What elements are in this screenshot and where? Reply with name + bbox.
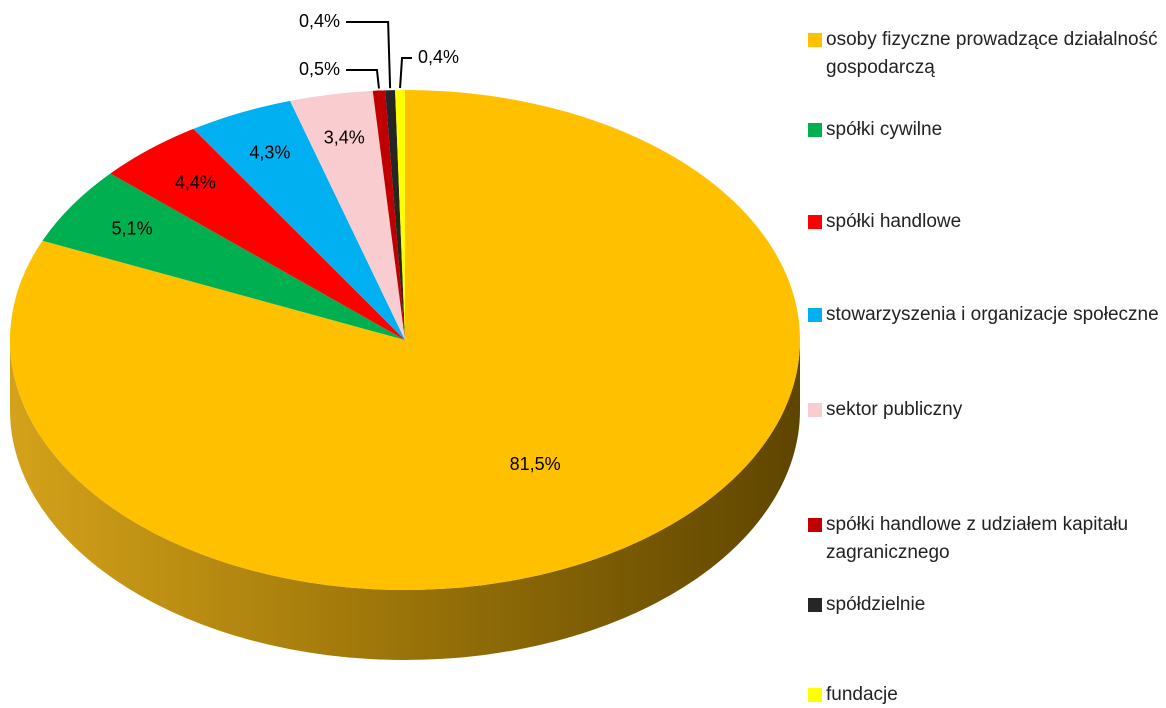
pie-side (10, 340, 800, 660)
pie-slice (290, 90, 405, 340)
leader-line (346, 21, 392, 89)
legend-item: spółki cywilne (808, 116, 1164, 144)
data-label: 4,4% (175, 172, 216, 192)
legend-item: sektor publiczny (808, 396, 1164, 424)
pie-chart: 81,5% 5,1% 4,4% 4,3% 3,4% 0,5% 0,4% 0,4% (10, 11, 800, 660)
data-label: 5,1% (112, 218, 153, 238)
data-label: 81,5% (510, 454, 561, 474)
pie-slice (10, 90, 800, 590)
legend-swatch (808, 308, 822, 322)
leader-line (346, 69, 380, 89)
legend-label: osoby fizyczne prowadzące działalność go… (826, 29, 1158, 78)
legend-label: stowarzyszenia i organizacje społeczne (826, 304, 1159, 325)
legend-label: spółki handlowe z udziałem kapitału zagr… (826, 514, 1129, 563)
data-label: 3,4% (324, 127, 365, 147)
pie-slice (110, 128, 406, 340)
pie-slice (193, 100, 405, 340)
data-label: 0,4% (418, 47, 459, 67)
legend-label: fundacje (826, 684, 898, 705)
legend-label: spółki handlowe (826, 211, 962, 232)
data-label: 4,3% (249, 142, 290, 162)
legend-swatch (808, 33, 822, 47)
legend-item: spółki handlowe (808, 208, 1164, 236)
legend-label: sektor publiczny (826, 399, 963, 420)
pie-slice (395, 90, 405, 340)
legend-item: fundacje (808, 681, 1164, 708)
legend-swatch (808, 123, 822, 137)
legend-swatch (808, 215, 822, 229)
data-label: 0,5% (299, 59, 340, 79)
pie-slice (42, 173, 405, 340)
legend-label: spółki cywilne (826, 119, 943, 140)
legend-label: spółdzielnie (826, 594, 926, 615)
leader-line (399, 57, 412, 89)
data-label: 0,4% (299, 11, 340, 31)
legend-item: spółki handlowe z udziałem kapitału zagr… (808, 511, 1164, 567)
legend-item: osoby fizyczne prowadzące działalność go… (808, 26, 1164, 82)
legend-swatch (808, 688, 822, 702)
pie-slice (372, 90, 405, 340)
legend-item: spółdzielnie (808, 591, 1164, 619)
pie-slice (385, 90, 405, 340)
legend-item: stowarzyszenia i organizacje społeczne (808, 301, 1164, 329)
legend-swatch (808, 518, 822, 532)
legend-swatch (808, 403, 822, 417)
legend-swatch (808, 598, 822, 612)
